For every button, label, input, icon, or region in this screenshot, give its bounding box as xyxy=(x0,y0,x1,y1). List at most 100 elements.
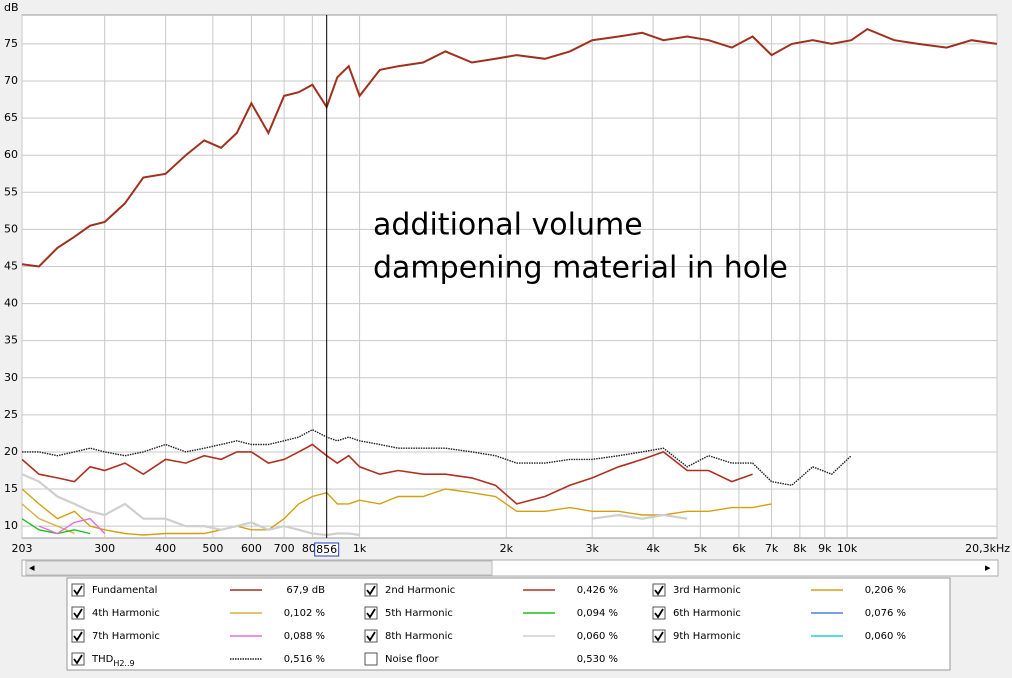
x-tick-label: 203 xyxy=(12,542,33,555)
legend-checkbox[interactable] xyxy=(364,629,378,643)
scrollbar-thumb[interactable] xyxy=(25,560,493,576)
series-line xyxy=(38,517,106,535)
x-tick-label: 400 xyxy=(155,542,176,555)
legend-checkbox[interactable] xyxy=(364,583,378,597)
legend-check xyxy=(73,585,83,596)
x-tick-label: 1k xyxy=(353,542,367,555)
y-tick-label: 75 xyxy=(4,37,18,50)
legend-check xyxy=(366,585,376,596)
annotation: dampening material in hole xyxy=(373,251,788,286)
y-tick-label: 30 xyxy=(4,371,18,384)
legend-name: 9th Harmonic xyxy=(673,631,741,642)
legend-checkbox[interactable] xyxy=(71,606,85,620)
legend-readout: 0,088 % xyxy=(284,631,325,642)
plot-area xyxy=(21,14,998,539)
legend-checkbox[interactable] xyxy=(71,652,85,666)
x-tick-label: 500 xyxy=(202,542,223,555)
legend-sub: H2..9 xyxy=(113,659,134,668)
plot-lines xyxy=(22,27,997,537)
x-tick-label: 9k xyxy=(818,542,832,555)
series-line xyxy=(22,443,753,505)
series-line xyxy=(22,27,997,268)
legend-label: 8th Harmonic xyxy=(385,631,453,642)
legend: Fundamental 67,9 dB 2nd Harmonic 0,426 % 3rd… xyxy=(71,583,906,668)
legend-label: 2nd Harmonic xyxy=(385,585,455,596)
y-tick-label: 45 xyxy=(4,259,18,272)
x-tick-label: 2k xyxy=(500,542,514,555)
legend-label: 9th Harmonic xyxy=(673,631,741,642)
legend-check xyxy=(73,654,83,665)
y-tick-label: 25 xyxy=(4,408,18,421)
legend-name: 4th Harmonic xyxy=(92,608,160,619)
legend-readout: 0,530 % xyxy=(577,654,618,665)
series-line xyxy=(22,428,852,487)
legend-readout: 0,060 % xyxy=(577,631,618,642)
legend-name: Fundamental xyxy=(92,585,157,596)
y-tick-label: 15 xyxy=(4,482,18,495)
x-tick-label: 5k xyxy=(694,542,708,555)
x-tick-label: 600 xyxy=(241,542,262,555)
y-tick-label: 65 xyxy=(4,111,18,124)
legend-readout: 0,094 % xyxy=(577,608,618,619)
series-line xyxy=(22,488,772,536)
y-tick-label: 20 xyxy=(4,445,18,458)
legend-name: 5th Harmonic xyxy=(385,608,453,619)
legend-label: 4th Harmonic xyxy=(92,608,160,619)
legend-checkbox[interactable] xyxy=(652,583,666,597)
x-tick-label: 7k xyxy=(765,542,779,555)
series-line xyxy=(22,473,688,537)
y-tick-label: 35 xyxy=(4,334,18,347)
legend-check xyxy=(654,585,664,596)
y-tick-label: 40 xyxy=(4,297,18,310)
legend-name: Noise floor xyxy=(385,654,439,665)
legend-check xyxy=(73,631,83,642)
x-tick-label: 3k xyxy=(586,542,600,555)
scroll-left[interactable]: ◂ xyxy=(29,561,35,574)
legend-panel xyxy=(66,577,951,671)
legend-checkbox[interactable] xyxy=(364,652,378,666)
legend-checkbox[interactable] xyxy=(71,583,85,597)
legend-name: 8th Harmonic xyxy=(385,631,453,642)
legend-checkbox[interactable] xyxy=(652,629,666,643)
legend-check xyxy=(654,631,664,642)
y-tick-label: 60 xyxy=(4,148,18,161)
x-tick-label: 300 xyxy=(94,542,115,555)
x-tick-label: 20,3kHz xyxy=(965,542,1010,555)
x-tick-label: 700 xyxy=(274,542,295,555)
scroll-right[interactable]: ▸ xyxy=(985,561,991,574)
legend-check xyxy=(366,608,376,619)
legend-label: 6th Harmonic xyxy=(673,608,741,619)
legend-name: 2nd Harmonic xyxy=(385,585,455,596)
x-tick-label: 10k xyxy=(837,542,858,555)
legend-name: 6th Harmonic xyxy=(673,608,741,619)
legend-label: Noise floor xyxy=(385,654,439,665)
legend-name: THD xyxy=(91,654,114,665)
legend-name: 7th Harmonic xyxy=(92,631,160,642)
cursor-box xyxy=(314,542,340,557)
x-tick-label: 4k xyxy=(646,542,660,555)
legend-checkbox[interactable] xyxy=(364,606,378,620)
legend-check xyxy=(366,631,376,642)
legend-checkbox[interactable] xyxy=(652,606,666,620)
x-tick-label: 8k xyxy=(793,542,807,555)
y-tick-label: 55 xyxy=(4,185,18,198)
legend-label: THDH2..9 xyxy=(91,654,135,668)
legend-readout: 0,076 % xyxy=(865,608,906,619)
y-tick-label: 10 xyxy=(4,519,18,532)
legend-label: 7th Harmonic xyxy=(92,631,160,642)
legend-label: 5th Harmonic xyxy=(385,608,453,619)
legend-check xyxy=(654,608,664,619)
legend-checkbox[interactable] xyxy=(71,629,85,643)
x-tick-label: 6k xyxy=(732,542,746,555)
legend-readout: 67,9 dB xyxy=(286,585,325,596)
legend-name: 3rd Harmonic xyxy=(673,585,741,596)
legend-readout: 0,060 % xyxy=(865,631,906,642)
series-line xyxy=(22,503,75,535)
legend-readout: 0,426 % xyxy=(577,585,618,596)
y-tick-label: 50 xyxy=(4,222,18,235)
legend-readout: 0,516 % xyxy=(284,654,325,665)
legend-readout: 0,206 % xyxy=(865,585,906,596)
legend-label: 3rd Harmonic xyxy=(673,585,741,596)
